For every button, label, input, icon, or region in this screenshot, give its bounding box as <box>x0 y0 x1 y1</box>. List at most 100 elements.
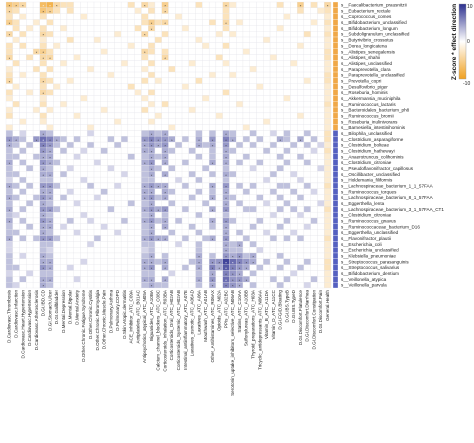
heatmap-cell <box>26 83 34 90</box>
heatmap-cell <box>87 147 95 154</box>
heatmap-cell <box>26 89 34 96</box>
heatmap-cell <box>168 217 176 224</box>
heatmap-cell <box>236 223 244 230</box>
heatmap-cell <box>154 118 162 125</box>
heatmap-cell <box>324 83 332 90</box>
heatmap-cell <box>222 95 230 102</box>
heatmap-cell <box>46 31 54 38</box>
heatmap-cell <box>168 54 176 61</box>
heatmap-cell <box>66 83 74 90</box>
row-label: s__Roseburia_hominis <box>341 90 388 95</box>
heatmap-cell <box>283 19 291 26</box>
row-label: s__Dorea_longicatena <box>341 43 387 48</box>
heatmap-cell <box>100 124 108 131</box>
heatmap-cell <box>19 95 27 102</box>
heatmap-cell <box>269 106 277 114</box>
heatmap-cell <box>229 7 237 14</box>
heatmap-cell <box>276 264 284 271</box>
heatmap-cell <box>26 36 34 44</box>
heatmap-cell <box>107 206 115 213</box>
heatmap-cell <box>114 77 122 84</box>
heatmap-cell <box>276 206 284 213</box>
heatmap-cell <box>60 188 68 195</box>
heatmap-cell <box>154 211 162 219</box>
heatmap-cell <box>148 106 156 114</box>
heatmap-cell <box>19 252 27 259</box>
heatmap-cell <box>127 206 135 213</box>
heatmap-cell <box>256 71 264 79</box>
heatmap-cell <box>236 217 244 224</box>
heatmap-cell <box>73 136 81 143</box>
heatmap-cell <box>208 54 217 61</box>
significance-mark: * <box>225 284 227 289</box>
significance-mark: * <box>225 237 227 242</box>
heatmap-cell <box>324 101 332 108</box>
heatmap-cell <box>242 7 250 14</box>
heatmap-cell <box>168 83 176 90</box>
heatmap-cell <box>87 276 95 283</box>
heatmap-cell <box>154 153 162 160</box>
significance-mark: * <box>49 161 51 166</box>
heatmap-cell <box>256 106 264 114</box>
heatmap-cell <box>80 141 88 149</box>
column-label: Intestinal_antiinflammatory_ATC_A07E <box>183 290 188 370</box>
significance-mark: * <box>42 225 44 230</box>
significance-mark: * <box>151 155 153 160</box>
heatmap-cell <box>188 241 196 248</box>
heatmap-cell <box>202 217 210 224</box>
heatmap-cell <box>208 19 217 26</box>
heatmap-cell <box>148 31 156 38</box>
heatmap-cell <box>32 83 41 90</box>
heatmap-cell <box>12 106 20 114</box>
heatmap-cell <box>195 95 203 102</box>
legend-tick-min: -10 <box>463 81 470 87</box>
significance-mark: * <box>49 4 51 9</box>
heatmap-cell <box>66 112 74 119</box>
heatmap-cell <box>208 200 217 207</box>
heatmap-cell <box>73 211 81 219</box>
heatmap-cell <box>181 153 189 160</box>
heatmap-cell <box>12 42 20 49</box>
heatmap-cell <box>60 130 68 137</box>
heatmap-cell <box>310 258 318 265</box>
heatmap-cell <box>60 89 68 96</box>
heatmap-cell <box>188 95 196 102</box>
heatmap-cell <box>127 54 135 61</box>
heatmap-cell <box>303 106 311 114</box>
heatmap-cell <box>175 118 183 125</box>
heatmap-cell <box>296 270 305 277</box>
heatmap-cell <box>39 25 47 32</box>
heatmap-cell <box>53 153 61 160</box>
heatmap-cell <box>317 235 325 242</box>
column-label: Biguanides_ATC_A10BA <box>149 289 154 341</box>
heatmap-cell <box>242 31 250 38</box>
row-label: s__Lachnospiraceae_bacterium_8_1_57FAA <box>341 195 434 200</box>
heatmap-cell <box>317 112 325 119</box>
heatmap-cell <box>120 147 129 154</box>
heatmap-cell <box>12 206 20 213</box>
heatmap-cell <box>120 211 129 219</box>
heatmap-cell <box>107 1 115 8</box>
heatmap-cell <box>127 83 135 90</box>
heatmap-cell <box>256 7 264 14</box>
heatmap-cell <box>141 112 149 119</box>
heatmap-cell <box>263 270 271 277</box>
heatmap-cell <box>87 77 95 84</box>
heatmap-cell <box>229 176 237 184</box>
heatmap-cell <box>310 171 318 178</box>
heatmap-cell <box>114 83 122 90</box>
heatmap-cell <box>53 235 61 242</box>
heatmap-cell <box>195 188 203 195</box>
heatmap-cell <box>236 124 244 131</box>
heatmap-cell <box>53 194 61 201</box>
heatmap-cell <box>107 200 115 207</box>
heatmap-cell <box>310 25 318 32</box>
heatmap-cell <box>188 66 196 73</box>
heatmap-cell <box>303 36 311 44</box>
row-label: s__Bilophila_unclassified <box>341 131 393 136</box>
heatmap-cell <box>324 66 332 73</box>
heatmap-cell <box>317 77 325 84</box>
significance-mark: * <box>151 214 153 219</box>
heatmap-cell <box>303 165 311 172</box>
heatmap-cell <box>87 194 95 201</box>
